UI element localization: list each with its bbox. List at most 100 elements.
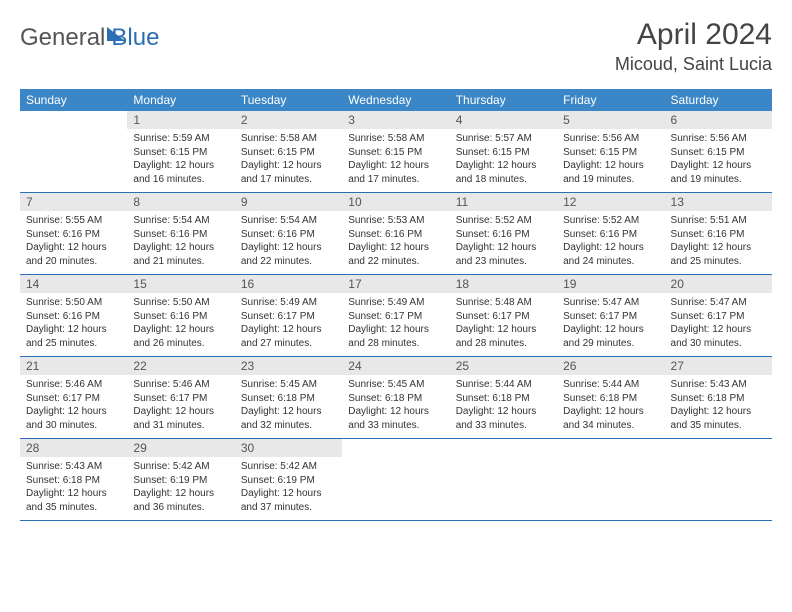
sunset-text: Sunset: 6:17 PM <box>241 310 336 324</box>
calendar-cell: 27Sunrise: 5:43 AMSunset: 6:18 PMDayligh… <box>665 357 772 439</box>
calendar-cell: 10Sunrise: 5:53 AMSunset: 6:16 PMDayligh… <box>342 193 449 275</box>
daylight-text: Daylight: 12 hours and 25 minutes. <box>671 241 766 268</box>
calendar-cell <box>342 439 449 521</box>
brand-text-2: Blue <box>111 24 159 52</box>
sunset-text: Sunset: 6:18 PM <box>563 392 658 406</box>
calendar-cell: 15Sunrise: 5:50 AMSunset: 6:16 PMDayligh… <box>127 275 234 357</box>
sunrise-text: Sunrise: 5:49 AM <box>348 296 443 310</box>
sunrise-text: Sunrise: 5:49 AM <box>241 296 336 310</box>
calendar-cell: 14Sunrise: 5:50 AMSunset: 6:16 PMDayligh… <box>20 275 127 357</box>
sunrise-text: Sunrise: 5:43 AM <box>26 460 121 474</box>
day-number: 17 <box>342 275 449 293</box>
location: Micoud, Saint Lucia <box>615 54 772 75</box>
daylight-text: Daylight: 12 hours and 37 minutes. <box>241 487 336 514</box>
day-content: Sunrise: 5:47 AMSunset: 6:17 PMDaylight:… <box>665 293 772 356</box>
sunset-text: Sunset: 6:16 PM <box>133 228 228 242</box>
sunset-text: Sunset: 6:18 PM <box>26 474 121 488</box>
day-content <box>342 457 449 517</box>
day-content: Sunrise: 5:54 AMSunset: 6:16 PMDaylight:… <box>235 211 342 274</box>
day-content: Sunrise: 5:55 AMSunset: 6:16 PMDaylight:… <box>20 211 127 274</box>
calendar-body: 1Sunrise: 5:59 AMSunset: 6:15 PMDaylight… <box>20 111 772 521</box>
sunrise-text: Sunrise: 5:52 AM <box>456 214 551 228</box>
day-number: 25 <box>450 357 557 375</box>
sunrise-text: Sunrise: 5:52 AM <box>563 214 658 228</box>
daylight-text: Daylight: 12 hours and 32 minutes. <box>241 405 336 432</box>
sunrise-text: Sunrise: 5:56 AM <box>563 132 658 146</box>
day-number: 22 <box>127 357 234 375</box>
sunset-text: Sunset: 6:15 PM <box>133 146 228 160</box>
weekday-header: Friday <box>557 89 664 111</box>
calendar-cell: 5Sunrise: 5:56 AMSunset: 6:15 PMDaylight… <box>557 111 664 193</box>
calendar-table: SundayMondayTuesdayWednesdayThursdayFrid… <box>20 89 772 521</box>
day-content: Sunrise: 5:44 AMSunset: 6:18 PMDaylight:… <box>557 375 664 438</box>
day-number: 1 <box>127 111 234 129</box>
calendar-cell <box>450 439 557 521</box>
calendar-cell: 4Sunrise: 5:57 AMSunset: 6:15 PMDaylight… <box>450 111 557 193</box>
sunset-text: Sunset: 6:19 PM <box>241 474 336 488</box>
day-number: 26 <box>557 357 664 375</box>
day-number: 21 <box>20 357 127 375</box>
daylight-text: Daylight: 12 hours and 35 minutes. <box>26 487 121 514</box>
day-content: Sunrise: 5:43 AMSunset: 6:18 PMDaylight:… <box>20 457 127 520</box>
calendar-week-row: 21Sunrise: 5:46 AMSunset: 6:17 PMDayligh… <box>20 357 772 439</box>
daylight-text: Daylight: 12 hours and 21 minutes. <box>133 241 228 268</box>
sunset-text: Sunset: 6:17 PM <box>563 310 658 324</box>
sunrise-text: Sunrise: 5:54 AM <box>241 214 336 228</box>
daylight-text: Daylight: 12 hours and 30 minutes. <box>671 323 766 350</box>
day-number: 15 <box>127 275 234 293</box>
day-content: Sunrise: 5:42 AMSunset: 6:19 PMDaylight:… <box>127 457 234 520</box>
sunset-text: Sunset: 6:17 PM <box>671 310 766 324</box>
weekday-header: Monday <box>127 89 234 111</box>
day-number: 16 <box>235 275 342 293</box>
calendar-header: SundayMondayTuesdayWednesdayThursdayFrid… <box>20 89 772 111</box>
calendar-cell: 13Sunrise: 5:51 AMSunset: 6:16 PMDayligh… <box>665 193 772 275</box>
sunrise-text: Sunrise: 5:56 AM <box>671 132 766 146</box>
calendar-cell: 30Sunrise: 5:42 AMSunset: 6:19 PMDayligh… <box>235 439 342 521</box>
calendar-cell: 23Sunrise: 5:45 AMSunset: 6:18 PMDayligh… <box>235 357 342 439</box>
sunrise-text: Sunrise: 5:50 AM <box>133 296 228 310</box>
sunrise-text: Sunrise: 5:42 AM <box>241 460 336 474</box>
daylight-text: Daylight: 12 hours and 23 minutes. <box>456 241 551 268</box>
calendar-week-row: 7Sunrise: 5:55 AMSunset: 6:16 PMDaylight… <box>20 193 772 275</box>
daylight-text: Daylight: 12 hours and 26 minutes. <box>133 323 228 350</box>
sunrise-text: Sunrise: 5:42 AM <box>133 460 228 474</box>
sunrise-text: Sunrise: 5:44 AM <box>563 378 658 392</box>
calendar-week-row: 1Sunrise: 5:59 AMSunset: 6:15 PMDaylight… <box>20 111 772 193</box>
calendar-cell: 12Sunrise: 5:52 AMSunset: 6:16 PMDayligh… <box>557 193 664 275</box>
calendar-cell: 19Sunrise: 5:47 AMSunset: 6:17 PMDayligh… <box>557 275 664 357</box>
calendar-cell: 22Sunrise: 5:46 AMSunset: 6:17 PMDayligh… <box>127 357 234 439</box>
weekday-header: Saturday <box>665 89 772 111</box>
sunset-text: Sunset: 6:15 PM <box>348 146 443 160</box>
month-title: April 2024 <box>615 18 772 52</box>
sunrise-text: Sunrise: 5:51 AM <box>671 214 766 228</box>
sunrise-text: Sunrise: 5:47 AM <box>563 296 658 310</box>
sunrise-text: Sunrise: 5:58 AM <box>348 132 443 146</box>
day-content <box>665 457 772 517</box>
day-content: Sunrise: 5:42 AMSunset: 6:19 PMDaylight:… <box>235 457 342 520</box>
day-content: Sunrise: 5:48 AMSunset: 6:17 PMDaylight:… <box>450 293 557 356</box>
sunset-text: Sunset: 6:16 PM <box>241 228 336 242</box>
day-content: Sunrise: 5:44 AMSunset: 6:18 PMDaylight:… <box>450 375 557 438</box>
day-content <box>20 129 127 189</box>
calendar-cell: 29Sunrise: 5:42 AMSunset: 6:19 PMDayligh… <box>127 439 234 521</box>
day-number: 29 <box>127 439 234 457</box>
calendar-cell: 2Sunrise: 5:58 AMSunset: 6:15 PMDaylight… <box>235 111 342 193</box>
daylight-text: Daylight: 12 hours and 19 minutes. <box>671 159 766 186</box>
day-content: Sunrise: 5:56 AMSunset: 6:15 PMDaylight:… <box>557 129 664 192</box>
weekday-header: Wednesday <box>342 89 449 111</box>
sunrise-text: Sunrise: 5:55 AM <box>26 214 121 228</box>
sunset-text: Sunset: 6:19 PM <box>133 474 228 488</box>
day-number <box>665 439 772 457</box>
sunrise-text: Sunrise: 5:44 AM <box>456 378 551 392</box>
brand-text-1: General <box>20 24 105 52</box>
day-number <box>557 439 664 457</box>
day-content: Sunrise: 5:52 AMSunset: 6:16 PMDaylight:… <box>557 211 664 274</box>
day-content: Sunrise: 5:54 AMSunset: 6:16 PMDaylight:… <box>127 211 234 274</box>
sunrise-text: Sunrise: 5:46 AM <box>26 378 121 392</box>
day-number: 10 <box>342 193 449 211</box>
day-content: Sunrise: 5:56 AMSunset: 6:15 PMDaylight:… <box>665 129 772 192</box>
title-block: April 2024 Micoud, Saint Lucia <box>615 18 772 75</box>
calendar-cell: 28Sunrise: 5:43 AMSunset: 6:18 PMDayligh… <box>20 439 127 521</box>
sunset-text: Sunset: 6:16 PM <box>348 228 443 242</box>
day-number <box>20 111 127 129</box>
